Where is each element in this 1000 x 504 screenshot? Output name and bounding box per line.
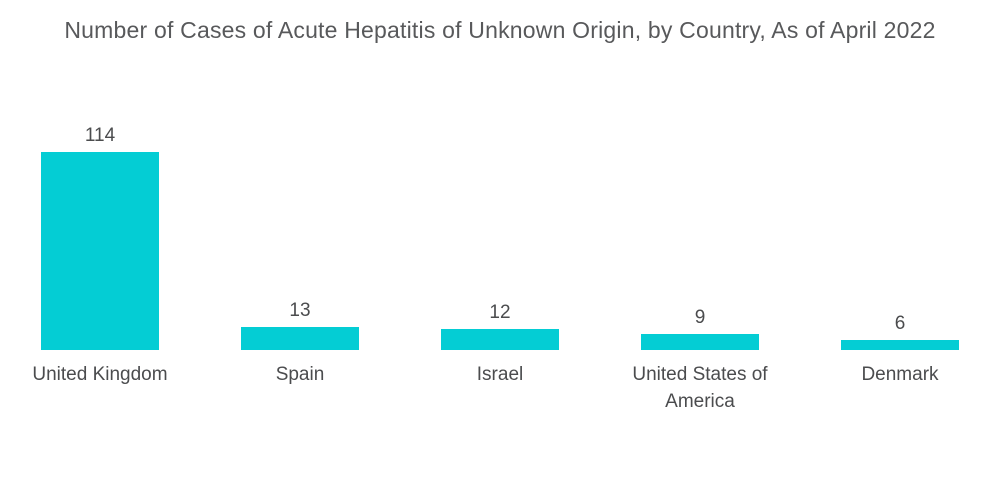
bar-category-label-text: Spain xyxy=(275,364,325,385)
bar xyxy=(41,152,159,350)
bar-category-label-text: Denmark xyxy=(861,364,939,385)
bar-category-label-text: United States of America xyxy=(632,364,768,412)
bar-group: 6 xyxy=(800,314,1000,350)
bar-category-label-text: Israel xyxy=(476,364,524,385)
bar xyxy=(241,327,359,350)
plot-area: 114 13 12 9 6 xyxy=(0,60,1000,350)
bar-group: 12 xyxy=(400,303,600,350)
bar-group: 13 xyxy=(200,301,400,350)
bar-category-label: Spain xyxy=(200,350,400,389)
bar xyxy=(441,329,559,350)
bar-category-label: United States of America xyxy=(600,350,800,415)
bar-group: 114 xyxy=(0,126,200,350)
bar xyxy=(841,340,959,350)
chart-title: Number of Cases of Acute Hepatitis of Un… xyxy=(64,17,936,43)
bar-value-label: 13 xyxy=(289,300,311,321)
bar-value-label: 114 xyxy=(84,125,116,146)
bar-category-label: Denmark xyxy=(800,350,1000,389)
category-axis: United Kingdom Spain Israel United States o… xyxy=(0,350,1000,415)
bar-category-label: United Kingdom xyxy=(0,350,200,389)
bar-value-label: 9 xyxy=(694,307,706,328)
bar-value-label: 12 xyxy=(489,302,511,323)
bar-category-label: Israel xyxy=(400,350,600,389)
bar-value-label: 6 xyxy=(894,313,906,334)
bar-group: 9 xyxy=(600,308,800,350)
bar-category-label-text: United Kingdom xyxy=(32,364,168,385)
bar xyxy=(641,334,759,350)
